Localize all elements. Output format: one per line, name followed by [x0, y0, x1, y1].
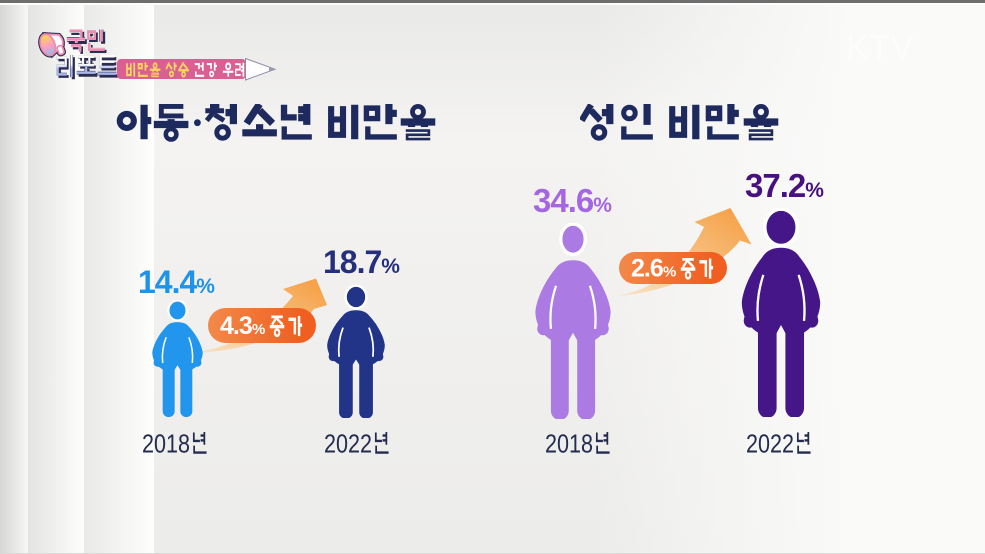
svg-text:2022: 2022	[324, 431, 372, 459]
svg-text:4.3: 4.3	[220, 312, 252, 340]
svg-text:%: %	[252, 321, 265, 338]
svg-text:2018: 2018	[142, 431, 190, 459]
svg-text:2022: 2022	[746, 431, 794, 459]
svg-text:2018: 2018	[545, 431, 593, 459]
svg-text:2.6: 2.6	[631, 255, 663, 283]
svg-text:%: %	[663, 264, 676, 281]
